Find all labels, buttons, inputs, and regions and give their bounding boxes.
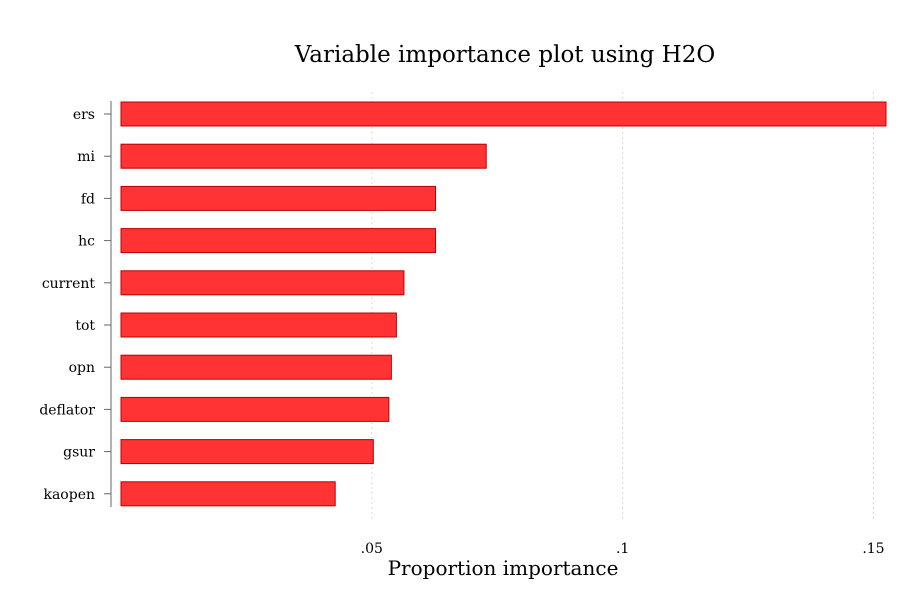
bar-mi <box>120 143 487 169</box>
category-label-deflator: deflator <box>39 402 95 418</box>
chart-title: Variable importance plot using H2O <box>294 42 715 68</box>
category-label-ers: ers <box>73 107 95 123</box>
bar-opn <box>120 354 392 380</box>
x-tick-label: .05 <box>361 541 383 557</box>
x-tick-label: .15 <box>862 541 884 557</box>
bar-current <box>120 270 405 296</box>
bars <box>120 101 887 507</box>
bar-gsur <box>120 439 374 465</box>
category-label-opn: opn <box>69 360 95 376</box>
bar-deflator <box>120 396 390 422</box>
bar-ers <box>120 101 887 127</box>
category-label-current: current <box>42 276 96 292</box>
x-tick-labels: .05 .1 .15 <box>361 541 885 557</box>
bar-kaopen <box>120 481 336 507</box>
x-axis-label: Proportion importance <box>388 556 619 580</box>
category-label-mi: mi <box>77 149 95 165</box>
x-tick-label: .1 <box>616 541 629 557</box>
category-labels: ers mi fd hc current tot opn deflator gsur kaopen <box>39 107 111 503</box>
bar-hc <box>120 228 437 254</box>
category-label-gsur: gsur <box>63 445 95 461</box>
bar-tot <box>120 312 397 338</box>
category-label-kaopen: kaopen <box>43 487 95 503</box>
bar-fd <box>120 185 437 211</box>
category-label-tot: tot <box>75 318 95 334</box>
category-label-fd: fd <box>81 191 95 207</box>
category-label-hc: hc <box>78 234 95 250</box>
